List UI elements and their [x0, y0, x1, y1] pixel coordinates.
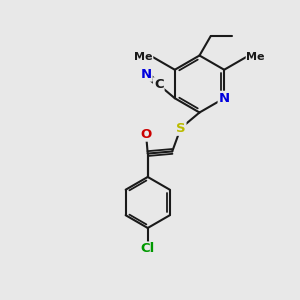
Text: N: N: [140, 68, 152, 81]
Text: S: S: [176, 122, 185, 135]
Text: Me: Me: [246, 52, 265, 62]
Text: O: O: [140, 128, 152, 141]
Text: Cl: Cl: [141, 242, 155, 256]
Text: Me: Me: [134, 52, 153, 62]
Text: N: N: [219, 92, 230, 105]
Text: C: C: [154, 78, 164, 91]
